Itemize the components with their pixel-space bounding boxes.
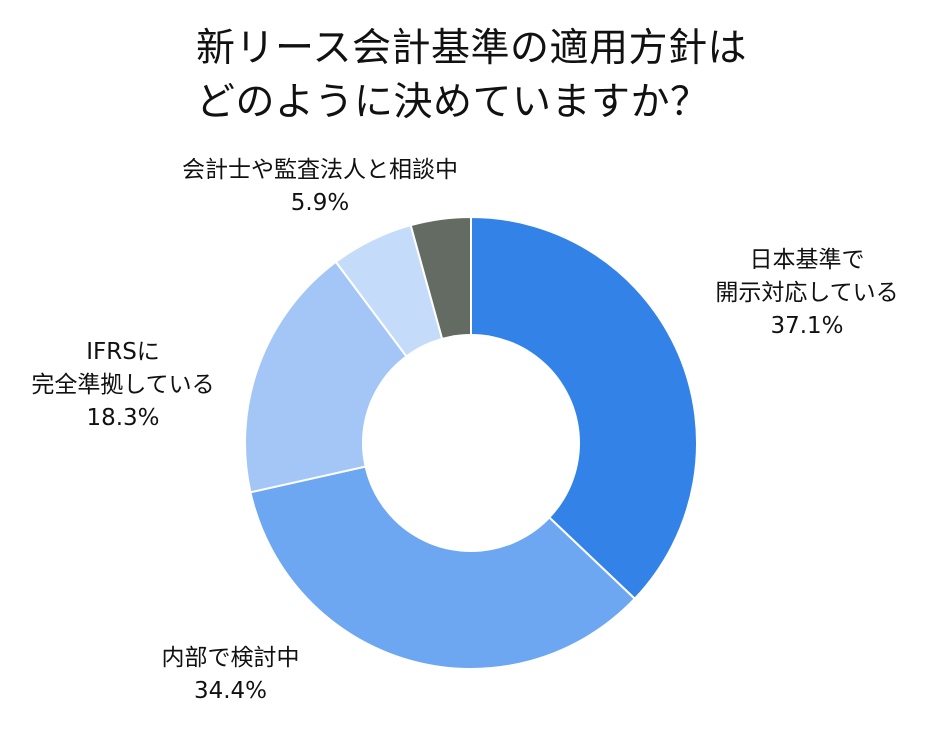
slice-label-internal-review: 内部で検討中 34.4% <box>88 642 373 708</box>
slice-value-auditor-consultation: 5.9% <box>290 190 350 216</box>
slice-label-internal-review-line-1: 内部で検討中 <box>161 645 300 671</box>
donut-slice-0 <box>470 215 698 601</box>
slice-label-japan-gaap-line-1: 日本基準で <box>749 247 865 273</box>
slice-label-ifrs-line-2: 完全準拠している <box>31 372 215 398</box>
slice-label-auditor-consultation-line-1: 会計士や監査法人と相談中 <box>182 157 458 183</box>
slice-label-ifrs: IFRSに 完全準拠している 18.3% <box>8 336 238 435</box>
slice-value-ifrs: 18.3% <box>86 405 160 431</box>
donut-hole <box>362 334 580 552</box>
slice-label-japan-gaap-line-2: 開示対応している <box>715 280 899 306</box>
slice-value-japan-gaap: 37.1% <box>770 313 844 339</box>
chart-title: 新リース会計基準の適用方針は どのように決めていますか？ <box>196 22 816 130</box>
slice-label-ifrs-line-1: IFRSに <box>86 339 160 365</box>
donut-slice-1 <box>249 441 637 670</box>
slice-label-japan-gaap: 日本基準で 開示対応している 37.1% <box>672 244 939 343</box>
slice-label-auditor-consultation: 会計士や監査法人と相談中 5.9% <box>140 154 500 220</box>
chart-title-line-1: 新リース会計基準の適用方針は <box>196 26 748 71</box>
chart-title-line-2: どのように決めていますか？ <box>196 80 710 125</box>
slice-value-internal-review: 34.4% <box>193 678 268 704</box>
